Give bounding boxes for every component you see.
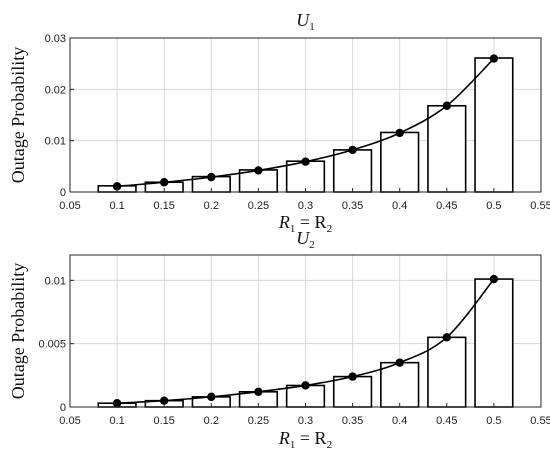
- x-axis-label-sub2: 2: [327, 439, 333, 451]
- data-point: [301, 157, 310, 166]
- data-point: [442, 101, 451, 110]
- bar: [474, 57, 514, 193]
- x-tick-label: 0.15: [153, 200, 174, 212]
- data-point: [160, 396, 169, 405]
- chart-title-main: U: [296, 228, 310, 248]
- x-axis-label-sub1: 1: [290, 439, 296, 451]
- data-point: [160, 178, 169, 187]
- subplot-2: 0.05 0.1 0.15 0.2 0.25 0.3 0.35 0.4 0.45 0.5 0.55 0…: [8, 228, 550, 451]
- chart-title: U2: [296, 228, 315, 251]
- data-point: [442, 333, 451, 342]
- chart-title: U1: [296, 10, 315, 33]
- data-point: [207, 392, 216, 402]
- data-point: [348, 145, 357, 155]
- x-tick-label: 0.3: [298, 200, 313, 212]
- data-point: [112, 182, 122, 191]
- bar: [332, 375, 373, 408]
- x-axis-label-r: R: [278, 428, 290, 448]
- x-tick-label: 0.45: [436, 415, 457, 427]
- bar: [332, 149, 373, 193]
- y-tick-label: 0.01: [45, 136, 66, 148]
- bar: [427, 336, 467, 408]
- subplot-1: 0.05 0.1 0.15 0.2 0.25 0.3 0.35 0.4 0.45 0.5 0.55 0…: [8, 10, 550, 235]
- chart-title-subscript: 2: [309, 239, 315, 251]
- x-tick-label: 0.5: [486, 415, 501, 427]
- data-point: [395, 358, 404, 367]
- bar: [380, 131, 420, 193]
- x-tick-label: 0.5: [486, 200, 501, 212]
- data-point: [348, 372, 357, 381]
- chart-title-main: U: [296, 10, 310, 30]
- x-tick-label: 0.55: [530, 415, 550, 427]
- y-tick-label: 0.03: [45, 33, 66, 45]
- x-axis-label-sub1: 1: [290, 223, 296, 235]
- y-axis-label: Outage Probability: [8, 47, 28, 183]
- x-axis-label-eq: = R: [295, 212, 326, 232]
- x-tick-label: 0.2: [204, 200, 219, 212]
- y-tick-label: 0.02: [45, 84, 66, 96]
- y-axis-label: Outage Probability: [8, 263, 28, 399]
- data-point: [395, 128, 404, 138]
- data-point: [254, 387, 263, 396]
- y-tick-label: 0: [60, 402, 66, 414]
- x-tick-label: 0.05: [59, 415, 80, 427]
- y-tick-label: 0: [60, 187, 66, 199]
- data-point: [254, 166, 263, 175]
- x-tick-label: 0.55: [530, 200, 550, 212]
- x-tick-label: 0.1: [109, 200, 124, 212]
- y-tick-label: 0.01: [45, 275, 66, 287]
- x-axis-label-eq: = R: [295, 428, 326, 448]
- y-tick-label: 0.005: [38, 339, 66, 351]
- x-tick-label: 0.05: [59, 200, 80, 212]
- x-tick-label: 0.1: [109, 415, 124, 427]
- x-axis-label-r: R: [278, 212, 290, 232]
- x-tick-label: 0.2: [204, 415, 219, 427]
- data-point: [207, 172, 216, 182]
- x-tick-label: 0.4: [392, 200, 407, 212]
- x-tick-label: 0.45: [436, 200, 457, 212]
- data-point: [301, 381, 310, 390]
- data-point: [489, 274, 499, 284]
- x-tick-label: 0.25: [248, 200, 269, 212]
- x-axis-label-sub2: 2: [327, 223, 333, 235]
- x-axis-label: R1 = R2: [278, 428, 332, 451]
- bar: [380, 361, 420, 408]
- x-axis-label: R1 = R2: [278, 212, 332, 235]
- x-tick-label: 0.35: [342, 200, 363, 212]
- bar: [285, 160, 326, 193]
- x-tick-label: 0.4: [392, 415, 407, 427]
- x-tick-label: 0.15: [153, 415, 174, 427]
- chart-title-subscript: 1: [309, 21, 315, 33]
- x-tick-label: 0.3: [298, 415, 313, 427]
- bar: [474, 278, 514, 408]
- x-tick-label: 0.35: [342, 415, 363, 427]
- bar: [427, 104, 467, 193]
- x-tick-label: 0.25: [248, 415, 269, 427]
- data-point: [489, 54, 499, 63]
